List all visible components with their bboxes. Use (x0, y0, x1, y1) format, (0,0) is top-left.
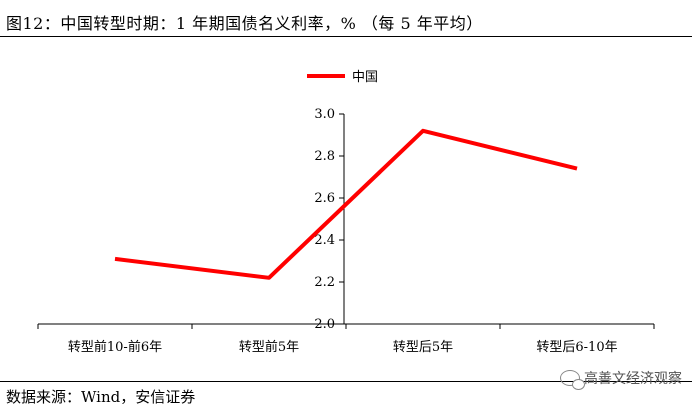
source-note: 数据来源：Wind，安信证券 (6, 388, 196, 406)
y-tick-label: 2.6 (314, 191, 335, 206)
top-divider (0, 36, 692, 37)
chart-title: 图12：中国转型时期：1 年期国债名义利率，% （每 5 年平均） (6, 14, 483, 33)
y-tick-label: 2.8 (314, 149, 335, 164)
x-tick-label: 转型后5年 (393, 340, 453, 355)
watermark-text: 高善文经济观察 (584, 371, 682, 387)
watermark: 高善文经济观察 (560, 368, 682, 390)
x-tick-label: 转型前10-前6年 (68, 339, 162, 355)
line-chart: 中国 2.0 2.2 2.4 2.6 2.8 3.0 转型前10-前6年 转型前5年 转型后5年… (37, 70, 655, 355)
wechat-icon (560, 370, 585, 390)
y-tick-label: 2.4 (314, 233, 335, 248)
legend: 中国 (307, 70, 378, 85)
x-tick-label: 转型前5年 (239, 339, 299, 355)
series-line (114, 128, 578, 280)
x-tick-label: 转型后6-10年 (536, 340, 617, 355)
plot-area (114, 128, 578, 280)
y-tick-label: 2.0 (314, 317, 335, 332)
axes: 2.0 2.2 2.4 2.6 2.8 3.0 转型前10-前6年 转型前5年 转型后5年 转型后… (37, 107, 655, 355)
legend-label: 中国 (352, 70, 378, 85)
y-tick-label: 3.0 (314, 107, 335, 122)
y-tick-label: 2.2 (314, 275, 335, 290)
bottom-divider (0, 381, 692, 382)
